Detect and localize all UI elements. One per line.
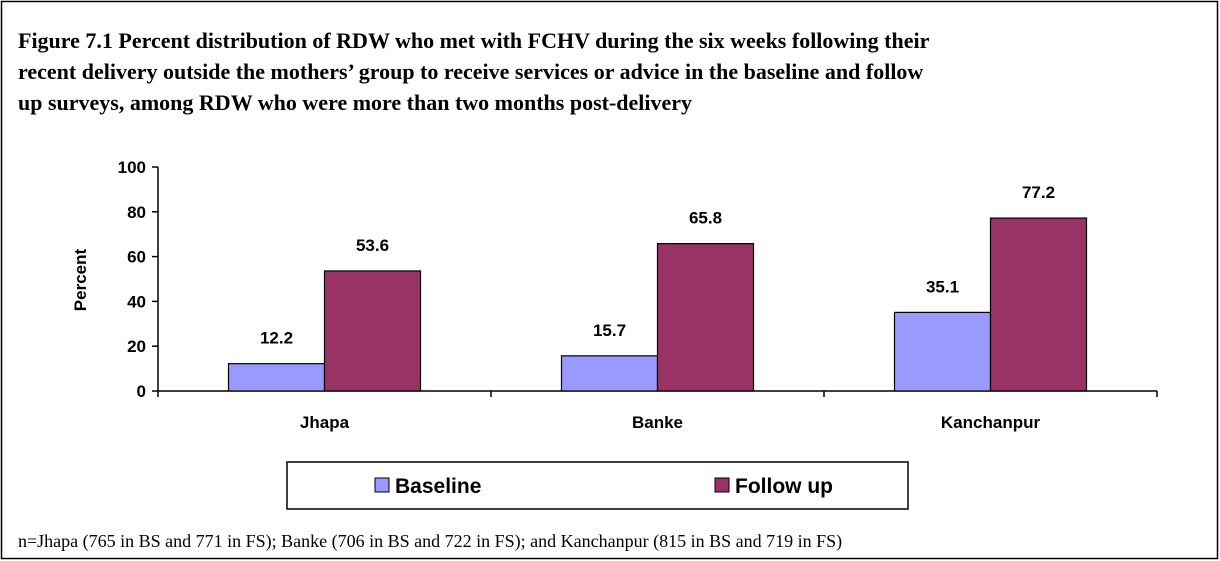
- legend-swatch: [374, 477, 390, 493]
- value-label: 12.2: [260, 329, 293, 348]
- chart-title: up surveys, among RDW who were more than…: [18, 90, 692, 115]
- x-tick-label: Jhapa: [300, 413, 350, 432]
- y-axis-label: Percent: [71, 248, 90, 311]
- legend-label: Follow up: [735, 475, 833, 498]
- y-tick-label: 80: [127, 203, 146, 222]
- chart-title: recent delivery outside the mothers’ gro…: [18, 59, 923, 84]
- value-label: 65.8: [689, 209, 722, 228]
- legend-label: Baseline: [395, 475, 481, 498]
- bar: [560, 355, 659, 392]
- bar: [893, 311, 992, 392]
- y-tick-label: 100: [118, 158, 146, 177]
- value-label: 77.2: [1022, 183, 1055, 202]
- x-tick-label: Banke: [632, 413, 683, 432]
- legend-box: [286, 461, 909, 510]
- y-tick-label: 20: [127, 337, 146, 356]
- chart-title: Figure 7.1 Percent distribution of RDW w…: [18, 28, 930, 53]
- value-label: 35.1: [926, 277, 959, 296]
- footnote: n=Jhapa (765 in BS and 771 in FS); Banke…: [18, 531, 842, 552]
- bar: [656, 243, 755, 392]
- value-label: 53.6: [356, 236, 389, 255]
- y-tick-label: 60: [127, 248, 146, 267]
- legend-swatch: [714, 477, 730, 493]
- bar: [323, 270, 422, 392]
- x-tick-label: Kanchanpur: [941, 413, 1041, 432]
- y-tick-label: 40: [127, 292, 146, 311]
- value-label: 15.7: [593, 321, 626, 340]
- bar: [227, 363, 326, 392]
- y-tick-label: 0: [137, 382, 146, 401]
- bar: [989, 217, 1088, 392]
